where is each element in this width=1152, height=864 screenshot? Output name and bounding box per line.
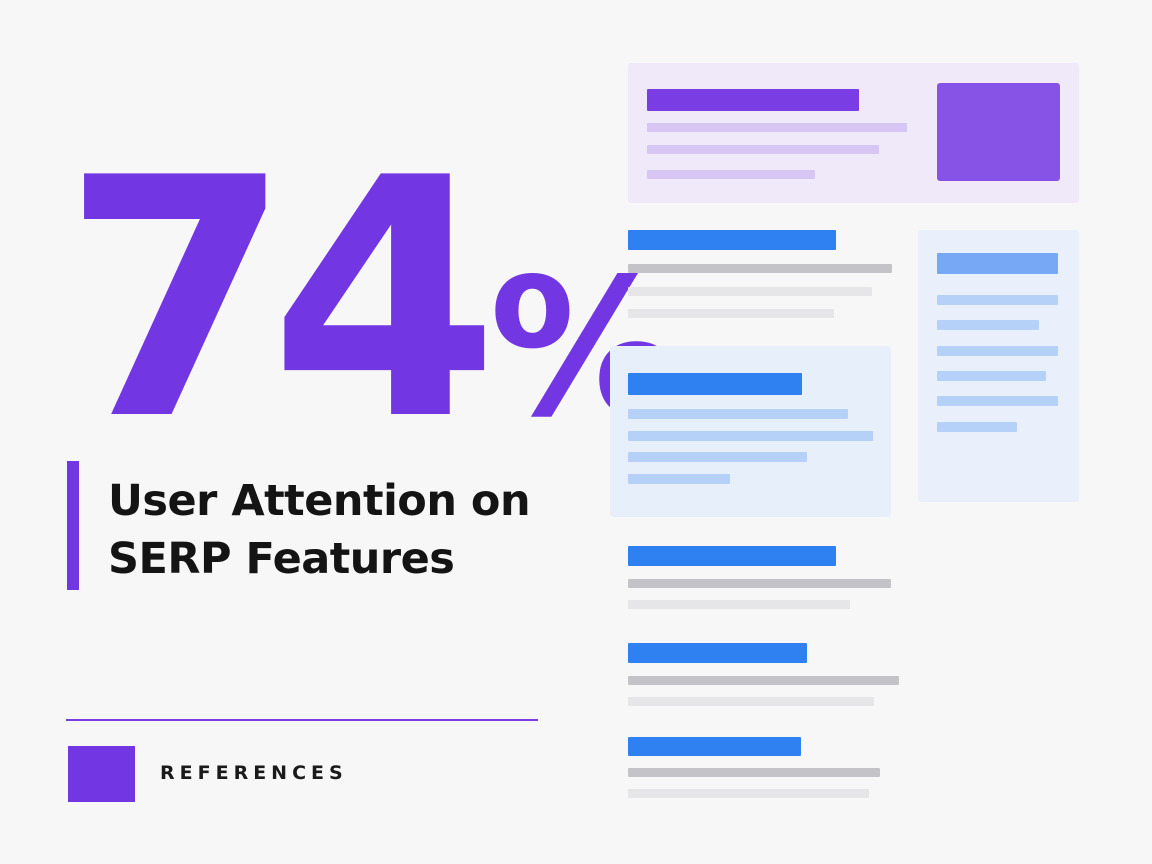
knowledge-panel-title-bar bbox=[937, 253, 1058, 274]
result-text-line bbox=[628, 287, 872, 296]
snippet-text-line bbox=[628, 474, 730, 484]
knowledge-panel-line bbox=[937, 295, 1058, 305]
result-text-line bbox=[628, 676, 899, 685]
headline: User Attention on SERP Features bbox=[108, 472, 531, 588]
result-text-line bbox=[628, 579, 891, 588]
featured-text-line bbox=[647, 123, 907, 132]
knowledge-panel-line bbox=[937, 371, 1046, 381]
headline-line-2: SERP Features bbox=[108, 534, 455, 584]
result-text-line bbox=[628, 600, 850, 609]
stat-number: 74 bbox=[62, 108, 499, 492]
references-label: REFERENCES bbox=[160, 762, 348, 784]
result-text-line bbox=[628, 768, 880, 777]
snippet-title-bar bbox=[628, 373, 802, 395]
featured-title-bar bbox=[647, 89, 859, 111]
featured-text-line bbox=[647, 145, 879, 154]
snippet-text-line bbox=[628, 409, 848, 419]
knowledge-panel-line bbox=[937, 422, 1017, 432]
references-square-icon bbox=[68, 746, 135, 802]
divider bbox=[66, 719, 538, 721]
result-title-bar bbox=[628, 546, 836, 566]
knowledge-panel-line bbox=[937, 320, 1039, 330]
result-text-line bbox=[628, 264, 892, 273]
image-thumbnail-icon bbox=[937, 83, 1060, 181]
snippet-text-line bbox=[628, 431, 873, 441]
result-text-line bbox=[628, 789, 869, 798]
featured-text-line bbox=[647, 170, 815, 179]
knowledge-panel bbox=[918, 230, 1079, 502]
result-text-line bbox=[628, 697, 874, 706]
knowledge-panel-line bbox=[937, 346, 1058, 356]
result-text-line bbox=[628, 309, 834, 318]
snippet-text-line bbox=[628, 452, 807, 462]
result-title-bar bbox=[628, 643, 807, 663]
stat-value: 74% bbox=[62, 135, 680, 499]
knowledge-panel-line bbox=[937, 396, 1058, 406]
result-title-bar bbox=[628, 230, 836, 250]
headline-accent-bar bbox=[67, 461, 79, 590]
headline-line-1: User Attention on bbox=[108, 476, 531, 526]
result-title-bar bbox=[628, 737, 801, 756]
